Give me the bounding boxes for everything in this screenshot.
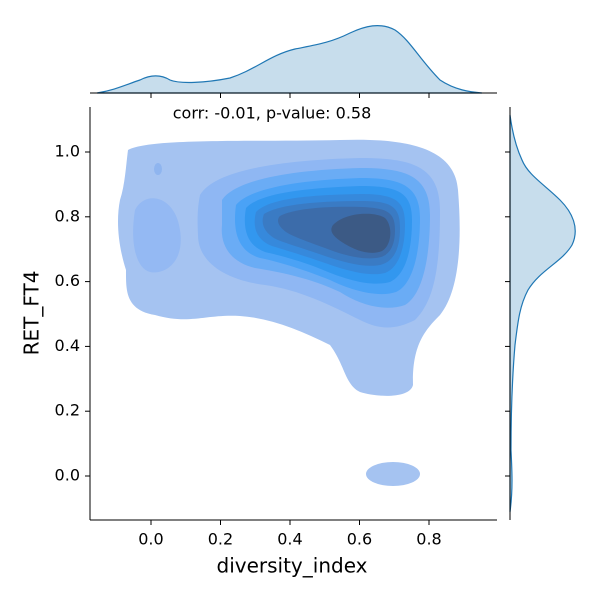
x-tick-label: 0.8 [416, 530, 441, 549]
y-tick-label: 0.8 [55, 206, 80, 225]
x-axis-label: diversity_index [217, 554, 368, 578]
x-tick-label: 0.4 [277, 530, 302, 549]
y-tick-label: 0.2 [55, 401, 80, 420]
y-axis-label: RET_FT4 [20, 271, 44, 356]
marginal-density [96, 24, 483, 94]
marginal-x [90, 24, 497, 94]
marginal-y [509, 107, 576, 520]
annotation: corr: -0.01, p-value: 0.58 [173, 104, 372, 123]
y-tick-label: 0.0 [55, 466, 80, 485]
x-tick-label: 0.2 [208, 530, 233, 549]
y-tick-label: 0.6 [55, 271, 80, 290]
kde-contours [118, 139, 460, 486]
y-tick-label: 1.0 [55, 142, 80, 161]
contour-level [331, 213, 391, 253]
marginal-density [509, 114, 576, 513]
contour-level [154, 163, 162, 175]
x-tick-label: 0.6 [347, 530, 372, 549]
y-tick-label: 0.4 [55, 336, 80, 355]
x-tick-label: 0.0 [138, 530, 163, 549]
contour-level [133, 198, 181, 273]
contour-level [366, 462, 420, 486]
